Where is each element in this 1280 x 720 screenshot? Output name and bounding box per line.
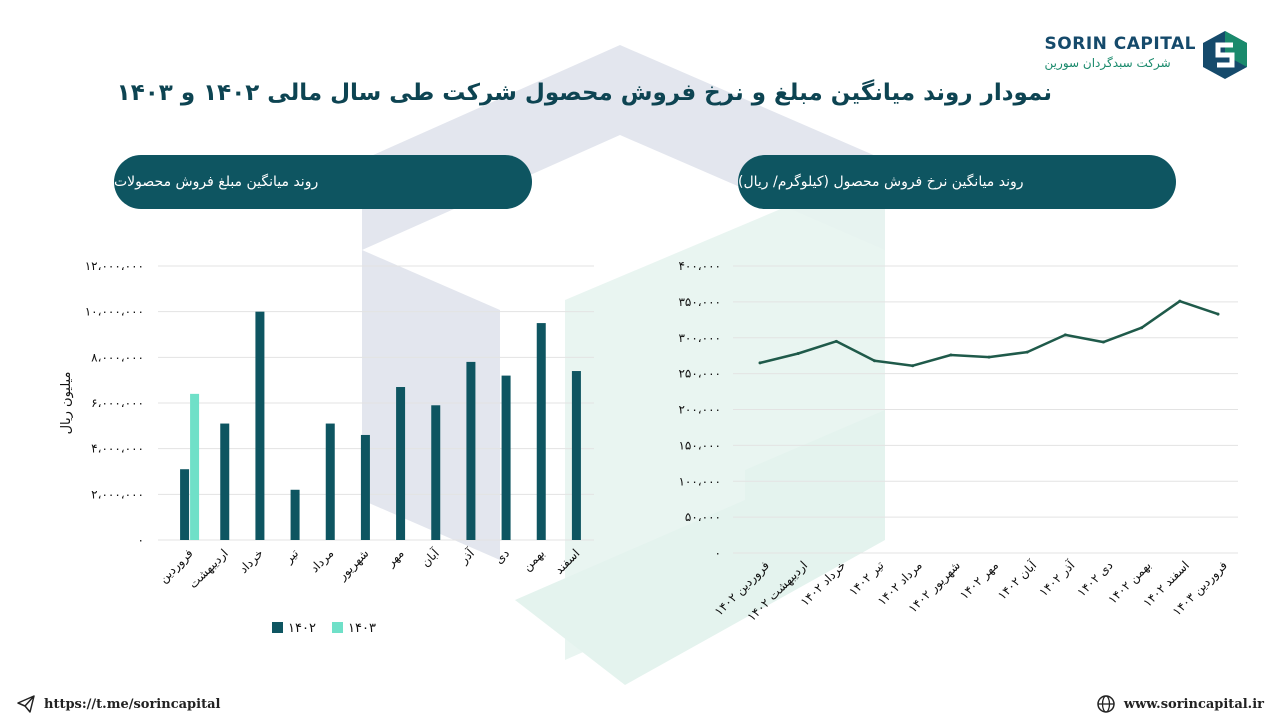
bar-ytick-label: ۶،۰۰۰،۰۰۰ <box>91 396 144 410</box>
logo-name: SORIN CAPITAL <box>1044 34 1196 54</box>
globe-icon <box>1097 695 1115 713</box>
bar-category-label: تیر <box>281 546 302 567</box>
line-point <box>758 361 762 365</box>
line-point <box>796 352 800 356</box>
line-ytick-label: ۰ <box>715 546 721 560</box>
line-ytick-label: ۲۵۰،۰۰۰ <box>678 367 721 381</box>
line-point <box>949 353 953 357</box>
line-ytick-label: ۳۵۰،۰۰۰ <box>678 295 721 309</box>
telegram-icon <box>17 695 35 713</box>
bar-1402 <box>290 489 300 540</box>
line-point <box>1102 340 1105 344</box>
line-ytick-label: ۲۰۰،۰۰۰ <box>678 403 721 417</box>
bar-ytick-label: ۸،۰۰۰،۰۰۰ <box>91 350 144 364</box>
bar-ytick-label: ۱۰،۰۰۰،۰۰۰ <box>85 305 144 319</box>
line-point <box>834 339 838 343</box>
bar-category-label: اسفند <box>552 546 583 577</box>
bar-category-label: دی <box>492 546 512 566</box>
bar-1402 <box>220 423 230 540</box>
bar-1402 <box>360 434 370 540</box>
bar-chart-title: روند میانگین مبلغ فروش محصولات <box>114 155 532 209</box>
line-point <box>873 359 876 363</box>
bar-category-label: بهمن <box>520 546 548 574</box>
bar-category-label: شهریور <box>334 546 372 584</box>
bar-1402 <box>180 469 190 540</box>
telegram-url: https://t.me/sorincapital <box>44 696 221 712</box>
bar-1402 <box>571 371 581 540</box>
line-ytick-label: ۱۰۰،۰۰۰ <box>678 474 721 488</box>
bar-ytick-label: ۴،۰۰۰،۰۰۰ <box>91 442 144 456</box>
line-category-label: آذر ۱۴۰۲ <box>1036 557 1079 600</box>
line-point <box>911 364 915 368</box>
bar-category-label: آبان <box>418 545 443 570</box>
line-ytick-label: ۱۵۰،۰۰۰ <box>678 438 721 452</box>
line-point <box>1063 333 1067 337</box>
bar-category-label: اردیبهشت <box>186 546 232 592</box>
bar-1402 <box>325 423 335 540</box>
bar-category-label: خرداد <box>236 546 266 576</box>
bar-category-label: مهر <box>383 546 407 570</box>
line-category-label: آبان ۱۴۰۲ <box>994 557 1040 603</box>
line-point <box>1025 350 1029 354</box>
bar-ytick-label: ۰ <box>138 533 144 547</box>
bar-ytick-label: ۲،۰۰۰،۰۰۰ <box>91 487 144 501</box>
bar-1402 <box>255 311 265 540</box>
bar-category-label: مرداد <box>307 546 337 576</box>
line-ytick-label: ۵۰،۰۰۰ <box>685 510 721 524</box>
telegram-link[interactable]: https://t.me/sorincapital <box>16 694 220 714</box>
bar-category-label: آذر <box>455 545 478 568</box>
company-logo: SORIN CAPITAL شرکت سبدگردان سورین <box>1044 30 1248 84</box>
line-point <box>1140 326 1144 330</box>
line-ytick-label: ۴۰۰،۰۰۰ <box>678 259 721 273</box>
website-link[interactable]: www.sorincapital.ir <box>1096 694 1264 714</box>
bar-1402 <box>431 405 441 540</box>
line-chart-title: روند میانگین نرخ فروش محصول (کیلوگرم/ ری… <box>738 155 1176 209</box>
line-point <box>987 355 991 359</box>
page-title: نمودار روند میانگین مبلغ و نرخ فروش محصو… <box>116 80 1052 106</box>
legend-swatch-1402 <box>272 622 283 633</box>
line-point <box>1216 312 1220 316</box>
line-point <box>1178 299 1182 303</box>
bar-1402 <box>396 387 406 540</box>
bar-1402 <box>466 361 476 540</box>
logo-subtitle: شرکت سبدگردان سورین <box>1044 56 1171 70</box>
line-category-label: مهر ۱۴۰۲ <box>957 558 1002 603</box>
logo-hexagon-icon <box>1203 31 1247 79</box>
legend-swatch-1403 <box>332 622 343 633</box>
legend-label-1402: ۱۴۰۲ <box>288 621 316 636</box>
bar-1403 <box>190 393 200 540</box>
bar-1402 <box>536 323 546 540</box>
bar-ytick-label: ۱۲،۰۰۰،۰۰۰ <box>85 259 144 273</box>
bar-1402 <box>501 375 511 540</box>
line-ytick-label: ۳۰۰،۰۰۰ <box>678 331 721 345</box>
bar-ylabel: میلیون ریال <box>59 372 74 435</box>
website-url: www.sorincapital.ir <box>1123 696 1264 712</box>
legend-label-1403: ۱۴۰۳ <box>348 621 376 636</box>
